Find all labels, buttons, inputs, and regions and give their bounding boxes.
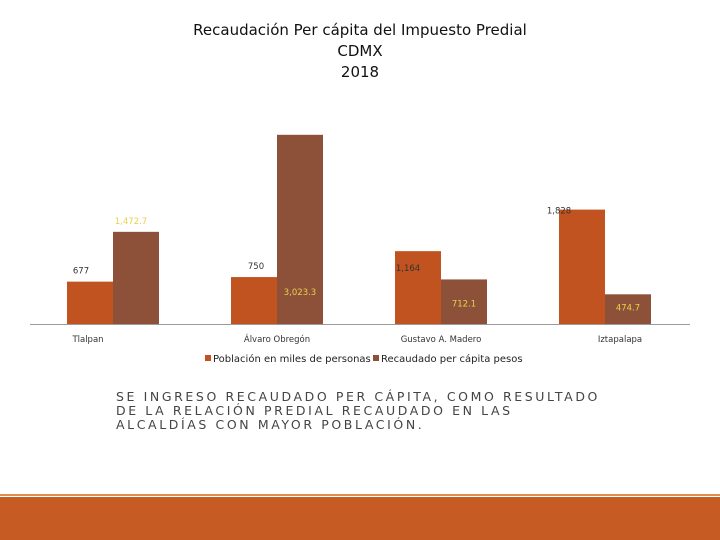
data-label-per-capita-1: 1,472.7 xyxy=(115,217,147,227)
data-label-per-capita-3: 712.1 xyxy=(452,299,476,309)
category-label-4: Iztapalapa xyxy=(598,335,642,345)
bar-chart: 677 1,472.7 Tlalpan 750 3,023.3 Álvaro Obregó… xyxy=(30,134,690,365)
bar-per-capita-1 xyxy=(113,231,159,324)
title-line-2: CDMX xyxy=(337,42,383,60)
legend-swatch-2 xyxy=(373,355,379,361)
legend-label-1: Población en miles de personas xyxy=(213,353,371,365)
bar-population-2 xyxy=(231,277,277,324)
caption-line-3: ALCALDÍAS CON MAYOR POBLACIÓN. xyxy=(116,417,425,432)
bar-population-4 xyxy=(559,209,605,324)
data-label-population-2: 750 xyxy=(248,262,264,272)
footer-divider xyxy=(0,494,720,496)
caption-line-1: SE INGRESO RECAUDADO PER CÁPITA, COMO RE… xyxy=(116,389,600,404)
title-line-3: 2018 xyxy=(340,63,380,81)
category-label-3: Gustavo A. Madero xyxy=(401,335,482,345)
slide-caption: SE INGRESO RECAUDADO PER CÁPITA, COMO RE… xyxy=(116,390,636,432)
data-label-population-4: 1,828 xyxy=(547,207,571,217)
caption-line-2: DE LA RELACIÓN PREDIAL RECAUDADO EN LAS xyxy=(116,403,513,418)
legend-swatch-1 xyxy=(205,355,211,361)
bar-per-capita-2 xyxy=(277,134,323,324)
category-label-2: Álvaro Obregón xyxy=(244,333,310,345)
footer-bar xyxy=(0,497,720,540)
data-label-population-1: 677 xyxy=(73,267,89,277)
title-line-1: Recaudación Per cápita del Impuesto Pred… xyxy=(193,21,527,39)
bar-per-capita-3 xyxy=(441,279,487,324)
data-label-per-capita-4: 474.7 xyxy=(616,303,640,313)
data-label-population-3: 1,164 xyxy=(396,264,420,274)
category-label-1: Tlalpan xyxy=(71,335,103,345)
bar-per-capita-4 xyxy=(605,294,651,324)
data-label-per-capita-2: 3,023.3 xyxy=(284,288,316,298)
chart-title: Recaudación Per cápita del Impuesto Pred… xyxy=(0,20,720,83)
bar-population-3 xyxy=(395,251,441,324)
legend-label-2: Recaudado per cápita pesos xyxy=(381,353,523,365)
bar-population-1 xyxy=(67,281,113,324)
